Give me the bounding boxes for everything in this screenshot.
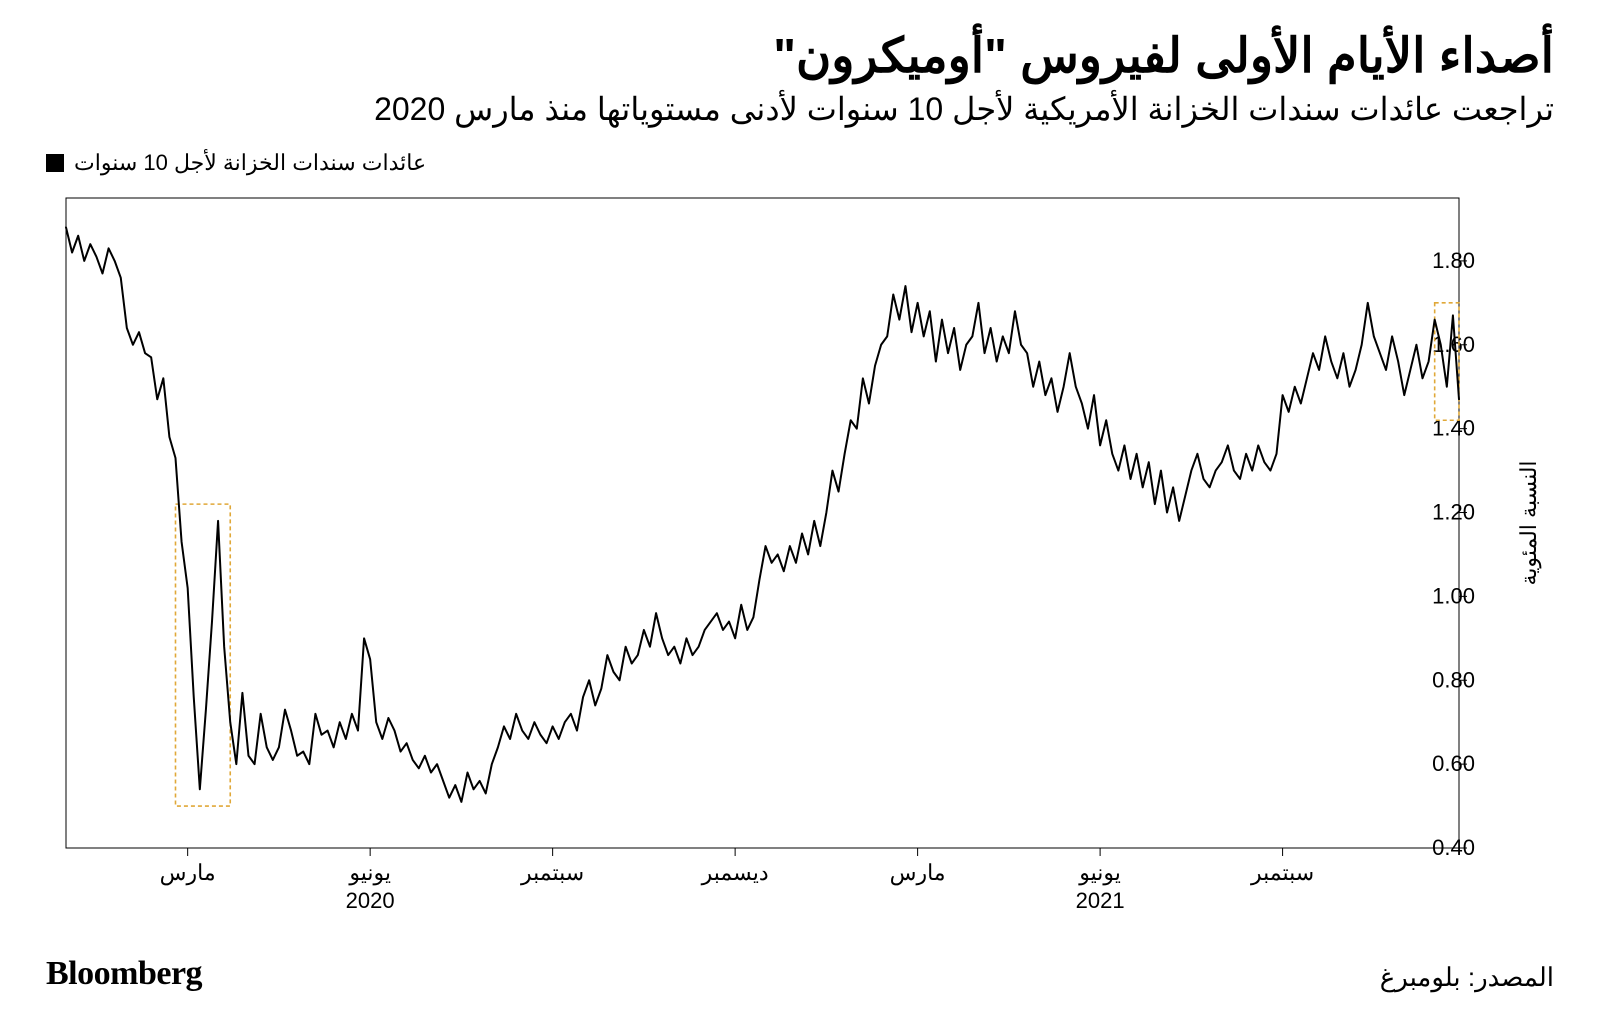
svg-text:النسبة المئوية: النسبة المئوية (1516, 460, 1542, 585)
svg-text:0.40: 0.40 (1432, 835, 1475, 860)
legend-label: عائدات سندات الخزانة لأجل 10 سنوات (74, 150, 426, 176)
svg-text:ديسمبر: ديسمبر (701, 860, 769, 886)
svg-text:مارس: مارس (160, 860, 216, 886)
svg-text:سبتمبر: سبتمبر (520, 860, 584, 886)
legend-swatch (46, 154, 64, 172)
svg-text:مارس: مارس (890, 860, 946, 886)
svg-text:2021: 2021 (1076, 888, 1125, 913)
svg-text:يونيو: يونيو (1078, 860, 1121, 886)
svg-text:1.40: 1.40 (1432, 416, 1475, 441)
chart-subtitle: تراجعت عائدات سندات الخزانة الأمريكية لأ… (46, 90, 1554, 128)
chart-area: 0.400.600.801.001.201.401.601.80النسبة ا… (46, 188, 1554, 933)
svg-text:1.80: 1.80 (1432, 248, 1475, 273)
source-text: المصدر: بلومبرغ (1380, 962, 1554, 993)
svg-text:يونيو: يونيو (348, 860, 391, 886)
brand-logo: Bloomberg (46, 955, 202, 993)
svg-text:1.00: 1.00 (1432, 583, 1475, 608)
legend: عائدات سندات الخزانة لأجل 10 سنوات (46, 150, 1554, 176)
chart-title: أصداء الأيام الأولى لفيروس "أوميكرون" (46, 28, 1554, 84)
svg-text:0.60: 0.60 (1432, 751, 1475, 776)
svg-text:1.20: 1.20 (1432, 500, 1475, 525)
line-chart-svg: 0.400.600.801.001.201.401.601.80النسبة ا… (46, 188, 1554, 928)
svg-text:0.80: 0.80 (1432, 667, 1475, 692)
svg-text:2020: 2020 (346, 888, 395, 913)
svg-text:سبتمبر: سبتمبر (1250, 860, 1314, 886)
